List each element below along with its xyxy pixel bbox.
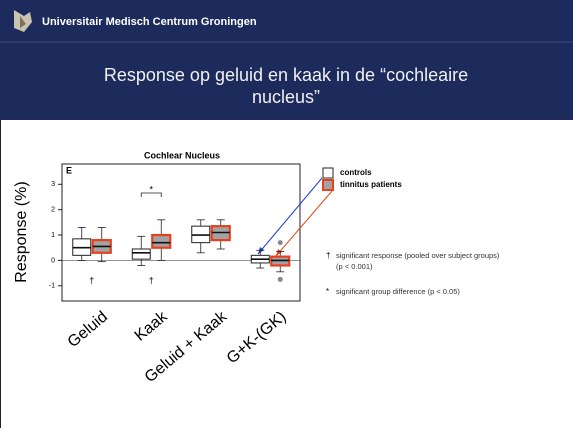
slide-title: Response op geluid en kaak in de “cochle… [104, 65, 468, 85]
plot-frame [61, 163, 301, 302]
legend-swatch [322, 179, 334, 191]
y-tick-label: 3 [51, 181, 55, 188]
annotation: * [149, 184, 153, 194]
annotation: † [149, 275, 154, 285]
logo [14, 10, 32, 32]
chart-title: Cochlear Nucleus [144, 150, 220, 160]
legend-label: controls [340, 168, 372, 177]
y-tick-label: 1 [51, 232, 55, 239]
bracket [140, 192, 162, 197]
note-text: significant group difference (p < 0.05) [336, 287, 460, 296]
institution: Universitair Medisch Centrum Groningen [42, 16, 257, 28]
outlier [277, 276, 283, 282]
legend-swatch [322, 167, 334, 179]
y-tick-label: 2 [51, 207, 55, 214]
slide-title: nucleus” [252, 87, 320, 107]
y-axis-label: Response (%) [13, 181, 30, 282]
arrow-head [276, 249, 282, 256]
header-bg [0, 0, 573, 120]
arrow-controls [257, 177, 323, 255]
y-tick-label: -1 [49, 283, 55, 290]
note-symbol: † [326, 251, 330, 260]
outlier [277, 240, 283, 246]
box [151, 233, 172, 249]
legend-label: tinnitus patients [340, 180, 402, 189]
note-symbol: * [326, 287, 329, 296]
y-tick-label: 0 [51, 257, 55, 264]
box [131, 248, 151, 260]
panel-label: E [66, 165, 72, 175]
annotation: † [89, 275, 94, 285]
arrow-tinnitus [275, 190, 333, 257]
note-text: significant response (pooled over subjec… [336, 251, 500, 260]
note-text: (p < 0.001) [336, 262, 373, 271]
